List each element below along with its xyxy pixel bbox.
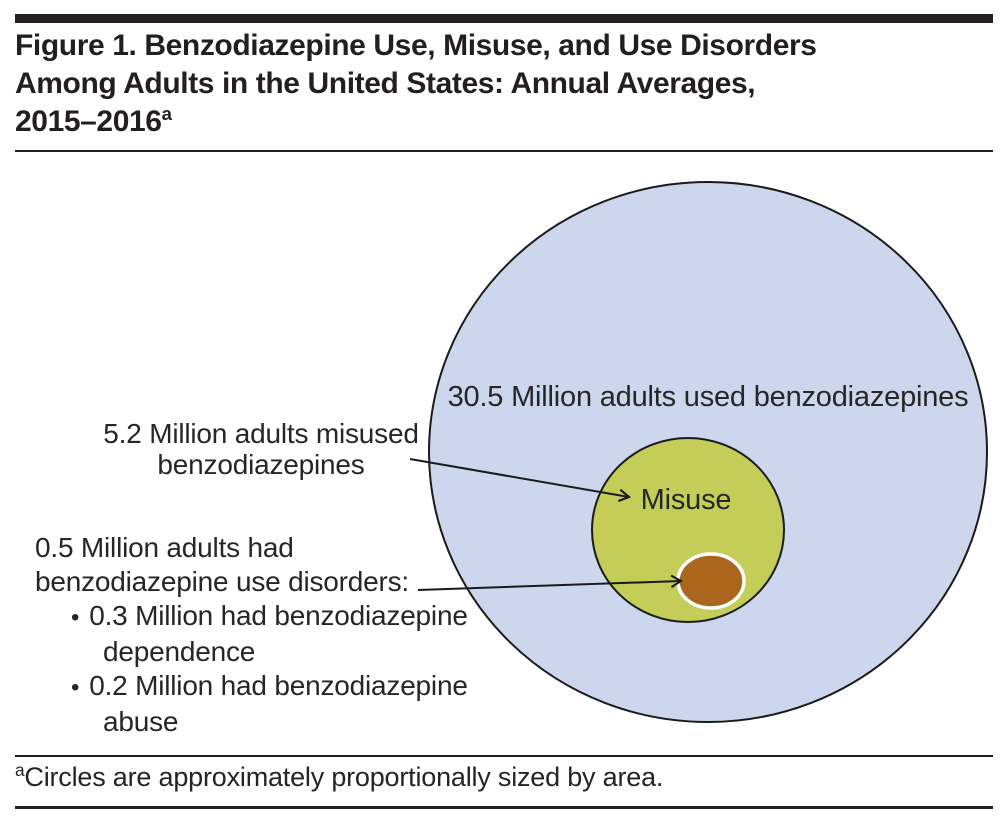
disorders-bullet-abuse: • 0.2 Million had benzodiazepine	[35, 669, 505, 705]
misuse-circle-label: Misuse	[640, 484, 732, 516]
disorders-annotation-line2: benzodiazepine use disorders:	[35, 566, 410, 597]
header-top-bar	[15, 14, 993, 23]
disorders-annotation: 0.5 Million adults had benzodiazepine us…	[35, 531, 505, 739]
figure-title-line3: 2015–2016a	[15, 103, 995, 141]
misused-annotation: 5.2 Million adults misused benzodiazepin…	[60, 418, 462, 480]
misused-annotation-line2: benzodiazepines	[157, 449, 365, 480]
footnote-divider-bottom	[15, 806, 993, 809]
footnote-body: Circles are approximately proportionally…	[24, 762, 664, 792]
figure-title: Figure 1. Benzodiazepine Use, Misuse, an…	[15, 27, 995, 141]
footnote-divider-top	[15, 755, 993, 757]
outer-circle-label: 30.5 Million adults used benzodiazepines	[447, 381, 969, 413]
disorders-bullet-abuse-continuation: abuse	[103, 706, 179, 737]
arrow-to-misuse-circle	[409, 458, 632, 503]
use-disorder-circle	[676, 552, 746, 610]
disorders-annotation-line1: 0.5 Million adults had	[35, 532, 294, 563]
bullet-icon: •	[71, 604, 80, 631]
bullet-icon: •	[71, 674, 80, 701]
disorders-bullet-dependence-text: 0.3 Million had benzodiazepine	[89, 600, 468, 631]
figure-title-line3-text: 2015–2016	[15, 105, 162, 138]
disorders-bullet-dependence-continuation: dependence	[103, 636, 256, 667]
footnote: aCircles are approximately proportionall…	[15, 760, 993, 793]
figure-title-line1: Figure 1. Benzodiazepine Use, Misuse, an…	[15, 29, 817, 62]
disorders-bullet-dependence: • 0.3 Million had benzodiazepine	[35, 599, 505, 635]
disorders-bullet-abuse-text: 0.2 Million had benzodiazepine	[89, 670, 468, 701]
misused-annotation-line1: 5.2 Million adults misused	[103, 418, 419, 449]
figure-title-line2: Among Adults in the United States: Annua…	[15, 67, 756, 100]
figure-title-footnote-marker: a	[161, 103, 172, 124]
footnote-marker: a	[15, 760, 25, 780]
arrow-to-disorder-circle	[417, 574, 684, 591]
title-divider-rule	[15, 150, 993, 152]
